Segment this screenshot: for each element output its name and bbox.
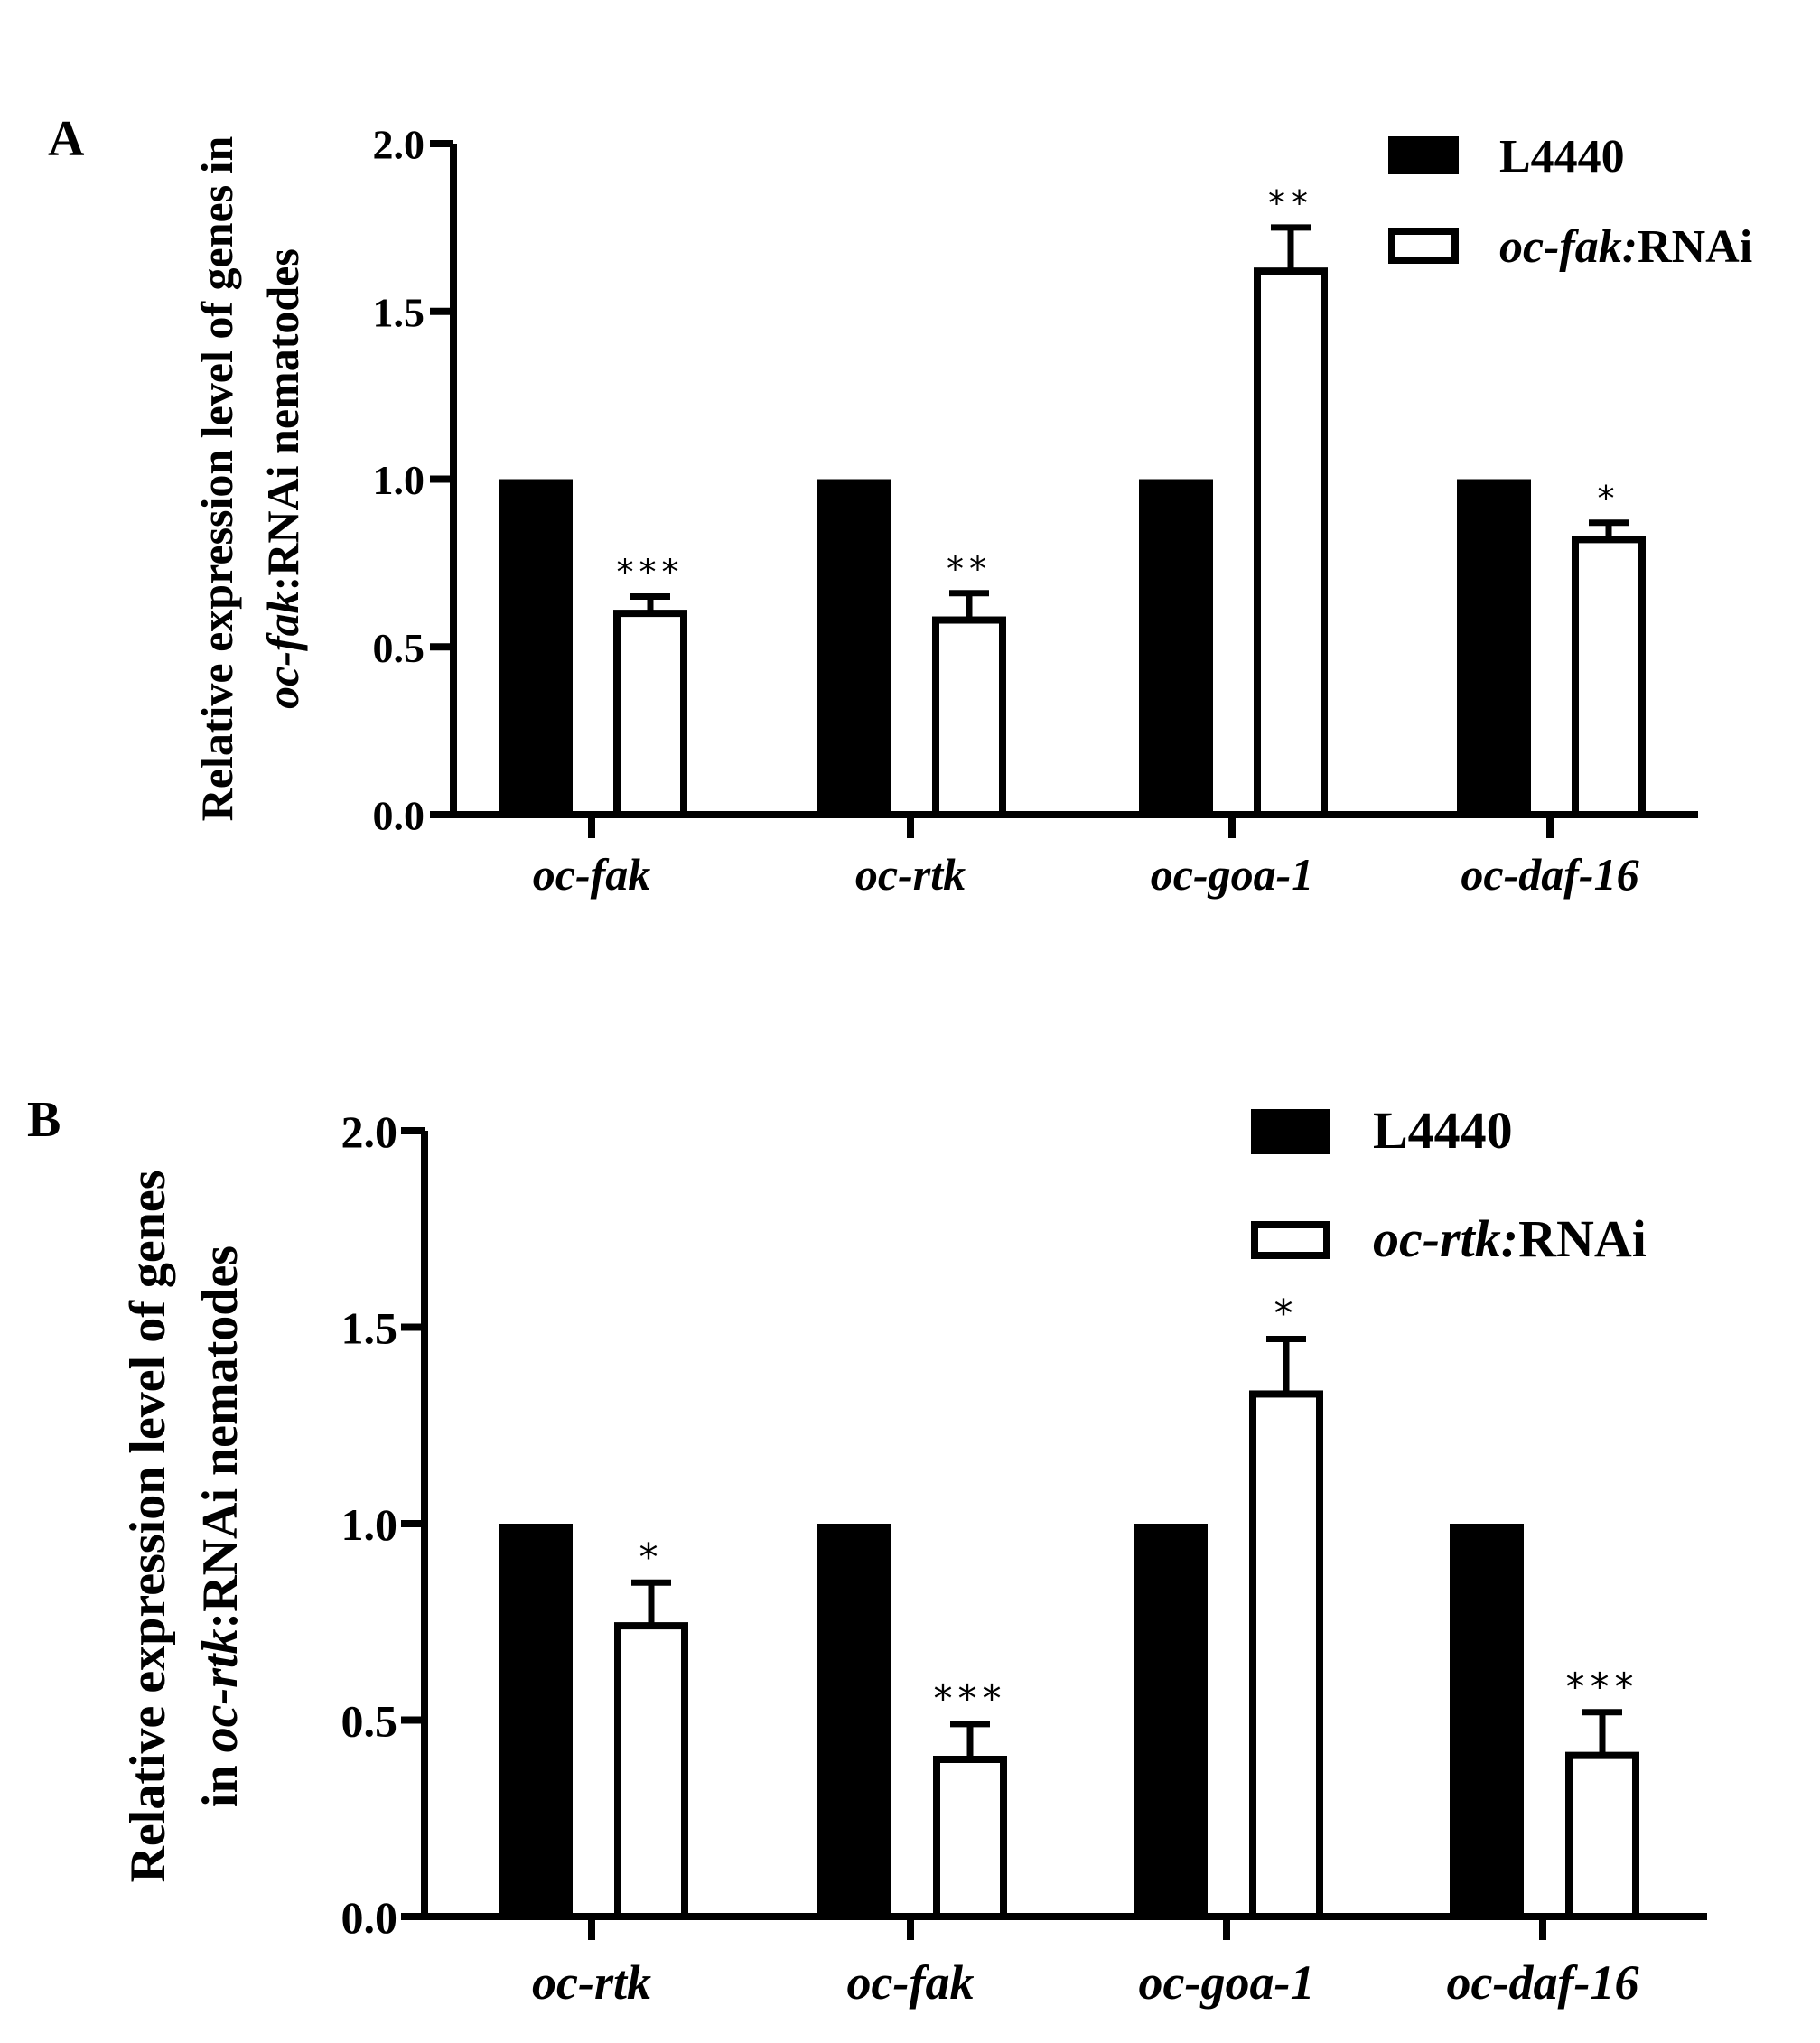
significance-label: *** [934,1676,1007,1721]
y-tick-label: 1.0 [341,1499,398,1550]
legend-swatch-rnai [1388,228,1459,264]
bar-rnai [932,616,1006,819]
y-tick-label: 0.5 [341,1696,398,1747]
significance-label: * [639,1535,664,1579]
bar-rnai [1254,267,1328,819]
significance-label: * [1598,479,1620,518]
bar-rnai [1572,536,1646,818]
bar-rnai [613,610,687,818]
legend: L4440 oc-rtk:RNAi [1251,1101,1647,1268]
legend-label-rnai: oc-fak:RNAi [1499,221,1752,273]
legend: L4440 oc-fak:RNAi [1388,131,1752,273]
y-tick-label: 0.5 [373,625,425,671]
y-axis-title-line2: oc-fak:RNAi nematodes [257,248,308,709]
y-tick-label: 2.0 [373,122,425,168]
significance-label: ** [1268,183,1313,223]
significance-label: ** [947,549,992,589]
legend-label-control: L4440 [1373,1101,1513,1160]
bar-control [817,479,891,815]
legend-label-rnai: oc-rtk:RNAi [1373,1209,1647,1268]
y-axis-title-line1: Relative expression level of genes in [191,135,242,821]
legend-label-control: L4440 [1499,131,1625,182]
bar-control [817,1524,891,1917]
chart-panel-b: B 0.0 0.5 1.0 1.5 2.0 oc-rtk oc-fak oc-goa-1 oc-d… [27,1092,1707,2010]
x-tick-label: oc-goa-1 [1139,1955,1315,2010]
legend-swatch-control [1388,136,1459,174]
bar-control [1450,1524,1524,1917]
y-tick-label: 1.5 [373,289,425,335]
bar-rnai [933,1756,1007,1920]
y-tick-label: 0.0 [373,793,425,839]
bar-control [1134,1524,1208,1917]
legend-swatch-rnai [1251,1221,1330,1259]
x-tick-label: oc-fak [847,1955,975,2010]
y-tick-label: 0.0 [341,1892,398,1943]
significance-label: * [1274,1292,1299,1336]
bar-control [1139,479,1213,815]
chart-panel-a: A 0.0 0.5 1.0 1.5 2.0 oc-fak oc-rtk oc-goa-1 oc-d… [48,111,1752,900]
bar-rnai [614,1622,688,1920]
x-tick-label: oc-daf-16 [1447,1955,1639,2010]
bar-control [1457,479,1531,815]
x-tick-label: oc-rtk [855,849,966,900]
y-tick-label: 1.5 [341,1303,398,1354]
y-axis-title-line2: in oc-rtk:RNAi nematodes [192,1245,248,1807]
panel-label: B [27,1092,61,1148]
bar-rnai [1565,1751,1639,1921]
x-tick-label: oc-goa-1 [1151,849,1314,900]
y-tick-label: 1.0 [373,457,425,503]
y-tick-label: 2.0 [341,1106,398,1157]
bar-rnai [1249,1390,1323,1920]
significance-label: *** [617,553,685,592]
bar-control [499,1524,573,1917]
y-axis-title-line1: Relative expression level of genes [120,1170,176,1882]
legend-swatch-control [1251,1109,1330,1154]
bar-control [499,479,573,815]
significance-label: *** [1566,1665,1639,1709]
x-tick-label: oc-fak [533,849,651,900]
x-tick-label: oc-daf-16 [1461,849,1638,900]
panel-label: A [48,111,85,167]
x-tick-label: oc-rtk [532,1955,651,2010]
